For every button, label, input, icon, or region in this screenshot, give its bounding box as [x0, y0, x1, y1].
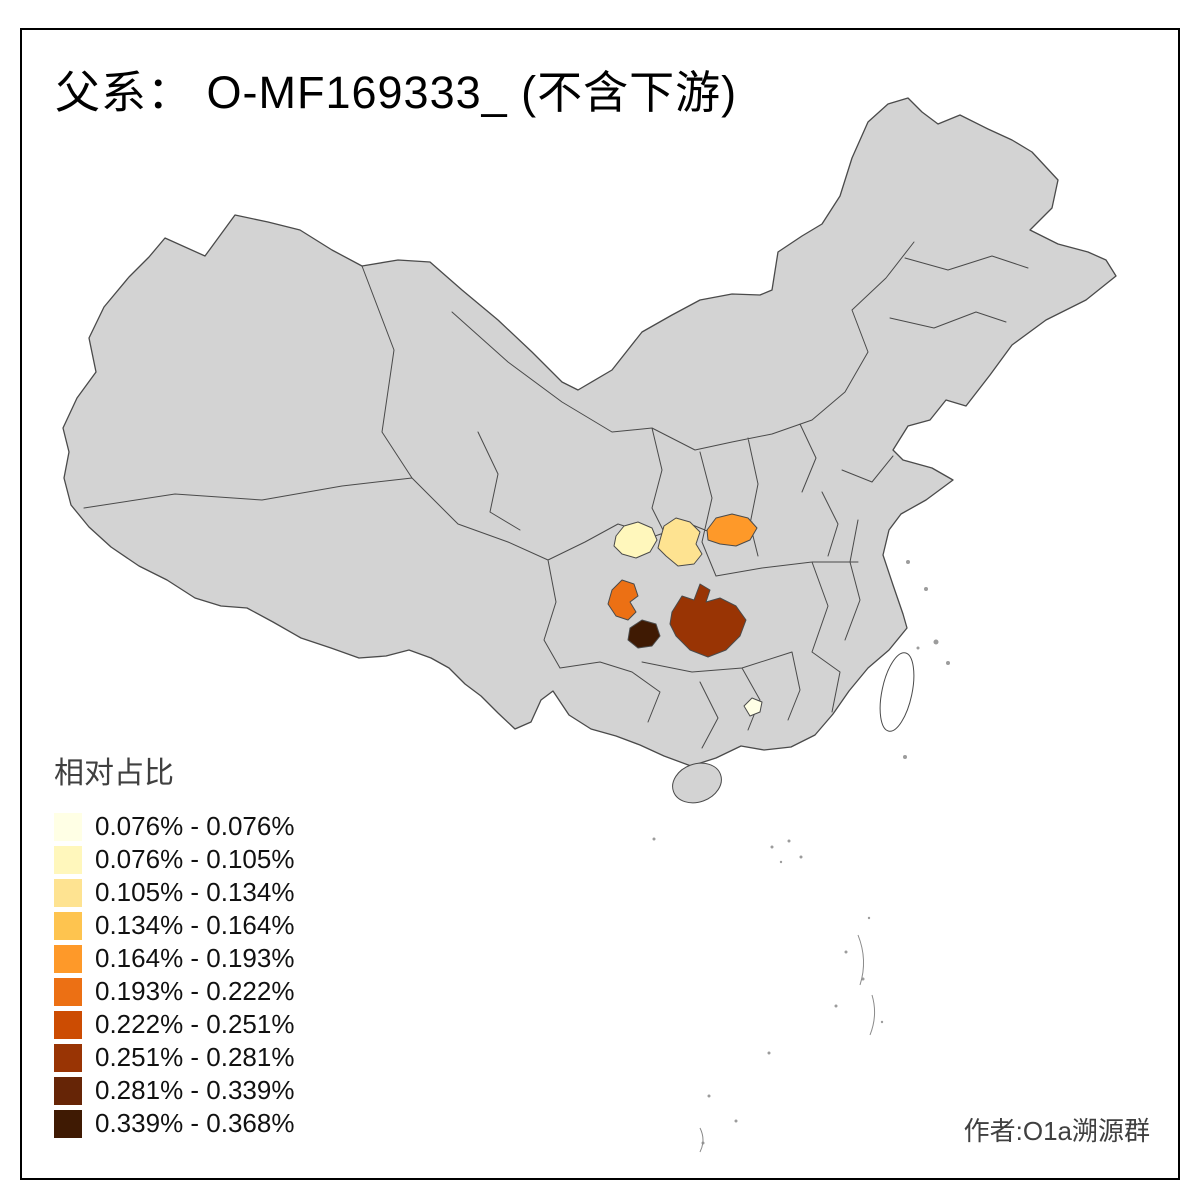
legend-label: 0.193% - 0.222% — [95, 976, 295, 1006]
legend-label: 0.251% - 0.281% — [95, 1042, 295, 1072]
map-region-3 — [706, 513, 758, 547]
legend-label: 0.222% - 0.251% — [95, 1009, 295, 1039]
legend-label: 0.164% - 0.193% — [95, 943, 295, 973]
legend-title: 相对占比 — [54, 757, 174, 790]
legend-swatch — [54, 911, 82, 940]
legend-label: 0.281% - 0.339% — [95, 1075, 295, 1105]
legend-label: 0.076% - 0.105% — [95, 844, 295, 874]
legend-label: 0.134% - 0.164% — [95, 910, 295, 940]
map-region-6 — [669, 583, 747, 658]
legend-row: 0.339% - 0.368% — [54, 1107, 294, 1140]
map-region-5 — [627, 619, 661, 649]
legend-row: 0.134% - 0.164% — [54, 909, 294, 942]
legend-row: 0.105% - 0.134% — [54, 876, 294, 909]
legend-label: 0.105% - 0.134% — [95, 877, 295, 907]
legend-label: 0.339% - 0.368% — [95, 1108, 295, 1138]
legend-swatch — [54, 845, 82, 874]
legend-swatch — [54, 1010, 82, 1039]
legend-swatch — [54, 1076, 82, 1105]
map-region-1 — [613, 521, 658, 559]
legend-row: 0.222% - 0.251% — [54, 1008, 294, 1041]
legend-row: 0.164% - 0.193% — [54, 942, 294, 975]
legend-label: 0.076% - 0.076% — [95, 811, 295, 841]
legend-row: 0.193% - 0.222% — [54, 975, 294, 1008]
legend-row: 0.076% - 0.076% — [54, 810, 294, 843]
legend-swatch — [54, 1109, 82, 1138]
legend-row: 0.281% - 0.339% — [54, 1074, 294, 1107]
credit-text: 作者:O1a溯源群 — [963, 1116, 1150, 1146]
legend-row: 0.076% - 0.105% — [54, 843, 294, 876]
sea-islands — [652, 560, 950, 1153]
legend-swatch — [54, 944, 82, 973]
taiwan-island — [879, 652, 915, 732]
page-title: 父系： O-MF169333_ (不含下游) — [55, 67, 738, 118]
legend: 相对占比 0.076% - 0.076% 0.076% - 0.105% 0.1… — [54, 748, 294, 1140]
legend-swatch — [54, 812, 82, 841]
legend-row: 0.251% - 0.281% — [54, 1041, 294, 1074]
legend-swatch — [54, 1043, 82, 1072]
legend-swatch — [54, 977, 82, 1006]
hainan-island — [672, 762, 722, 804]
map-region-4 — [607, 579, 639, 621]
map-region-2 — [657, 517, 703, 567]
legend-swatch — [54, 878, 82, 907]
map-region-7 — [743, 697, 763, 717]
china-mainland — [62, 97, 1117, 767]
